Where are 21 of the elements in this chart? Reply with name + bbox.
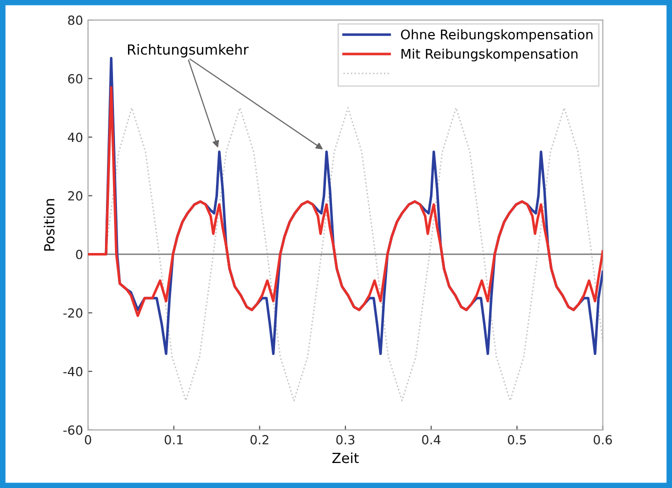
annotation: Richtungsumkehr — [128, 44, 249, 58]
y-axis-title: Position — [44, 199, 55, 251]
y-tick-label: 20 — [68, 191, 82, 201]
legend-label: Ohne Reibungskompensation — [400, 29, 592, 42]
x-tick-label: 0.6 — [594, 435, 612, 444]
y-tick-label: -60 — [63, 425, 82, 435]
x-axis-title: Zeit — [332, 452, 359, 464]
x-tick-label: 0.3 — [336, 435, 354, 444]
y-tick-label: -40 — [63, 366, 82, 376]
y-tick-label: 0 — [76, 250, 82, 260]
y-tick-label: 80 — [68, 15, 82, 25]
x-tick-label: 0.5 — [508, 435, 526, 444]
x-tick-label: 0 — [84, 435, 92, 444]
y-tick-label: 40 — [68, 132, 82, 142]
line-series — [88, 86, 603, 317]
x-tick-label: 0.1 — [164, 435, 183, 444]
y-tick-label: -20 — [63, 308, 82, 318]
legend-label: Mit Reibungskompensation — [402, 48, 578, 62]
x-tick-label: 0.4 — [422, 435, 440, 444]
x-tick-label: 0.2 — [250, 435, 268, 444]
y-tick-label: 60 — [68, 74, 82, 84]
